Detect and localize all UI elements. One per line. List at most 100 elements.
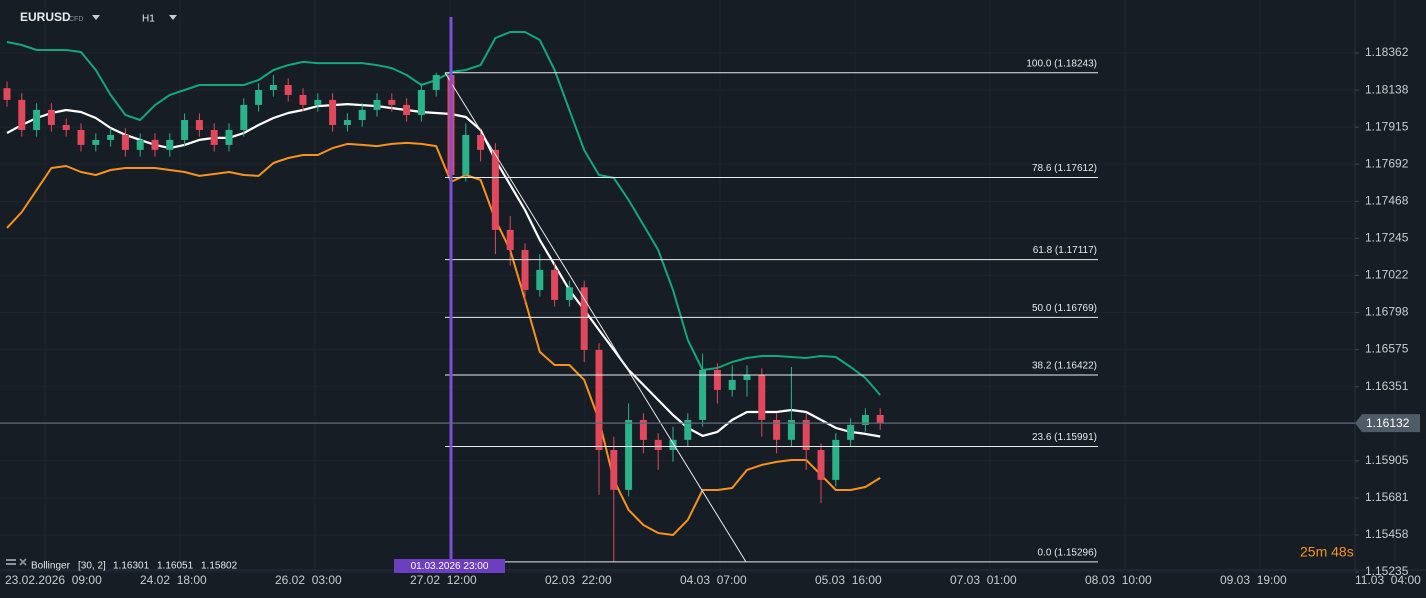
- indicator-name: Bollinger: [31, 561, 71, 572]
- candle-body: [728, 379, 736, 390]
- candle-body: [506, 229, 514, 250]
- symbol-dropdown[interactable]: [92, 15, 100, 20]
- candle-body: [477, 134, 485, 150]
- candle-body: [639, 419, 647, 440]
- timeframe-dropdown[interactable]: [169, 15, 177, 20]
- candle-body: [625, 419, 633, 490]
- candle-body: [18, 99, 26, 130]
- candle-body: [136, 139, 144, 150]
- bollinger-lower: [6, 141, 881, 536]
- candle-body: [758, 374, 766, 420]
- candle-body: [580, 287, 588, 350]
- indicator-middle-value: 1.16051: [157, 561, 194, 572]
- x-tick-label: 07.03 01:00: [950, 573, 1017, 587]
- candle-body: [121, 134, 129, 150]
- y-tick-label: 1.16798: [1365, 305, 1409, 319]
- candle-body: [417, 89, 425, 116]
- candle-body: [166, 139, 174, 150]
- candle-body: [181, 120, 189, 140]
- y-tick-label: 1.17915: [1365, 119, 1409, 133]
- candle-body: [403, 104, 411, 116]
- y-tick-label: 1.17692: [1365, 156, 1409, 170]
- candle-body: [47, 109, 55, 125]
- candle-body: [225, 129, 233, 145]
- last-price-tag: [1355, 414, 1420, 433]
- candle-body: [107, 134, 115, 140]
- x-tick-label: 24.02 18:00: [140, 573, 207, 587]
- candle-body: [787, 419, 795, 440]
- grid: [0, 0, 1395, 572]
- candle-body: [343, 120, 351, 125]
- candle-body: [743, 374, 751, 380]
- instrument-type: CFD: [69, 16, 83, 23]
- indicator-params: [30, 2]: [78, 561, 106, 572]
- candle-body: [654, 439, 662, 450]
- timeframe[interactable]: H1: [142, 14, 155, 25]
- candle-body: [565, 287, 573, 300]
- y-tick-label: 1.18138: [1365, 82, 1409, 96]
- candle-body: [861, 414, 869, 425]
- indicator-settings-icon[interactable]: [6, 559, 16, 561]
- bollinger-upper: [6, 31, 881, 396]
- candle-body: [62, 124, 70, 130]
- candle-body: [269, 84, 277, 90]
- fib-label: 50.0 (1.16769): [1032, 303, 1097, 314]
- candle-body: [240, 104, 248, 130]
- x-tick-label: 26.02 03:00: [275, 573, 342, 587]
- candle-body: [817, 449, 825, 480]
- x-tick-label: 05.03 16:00: [815, 573, 882, 587]
- candle-body: [284, 84, 292, 95]
- y-tick-label: 1.16351: [1365, 379, 1409, 393]
- x-tick-label: 27.02 12:00: [410, 573, 477, 587]
- y-tick-label: 1.17022: [1365, 268, 1409, 282]
- candle-body: [314, 99, 322, 105]
- time-marker-label: 01.03.2026 23:00: [411, 561, 489, 572]
- candle-body: [876, 414, 884, 424]
- fib-label: 100.0 (1.18243): [1026, 58, 1097, 69]
- candle-body: [521, 249, 529, 290]
- y-tick-label: 1.17245: [1365, 231, 1409, 245]
- fib-label: 38.2 (1.16422): [1032, 361, 1097, 372]
- y-tick-label: 1.15681: [1365, 490, 1409, 504]
- candle-body: [299, 94, 307, 105]
- candle-body: [388, 99, 396, 105]
- fib-label: 78.6 (1.17612): [1032, 163, 1097, 174]
- fib-label: 0.0 (1.15296): [1038, 548, 1098, 559]
- y-tick-label: 1.15458: [1365, 527, 1409, 541]
- candle-body: [610, 449, 618, 490]
- plot-area: 100.0 (1.18243) 78.6 (1.17612) 61.8 (1.171…: [0, 17, 1355, 570]
- symbol[interactable]: EURUSD: [20, 10, 71, 24]
- indicator-settings-icon: [6, 563, 16, 565]
- y-tick-label: 1.15235: [1365, 564, 1409, 578]
- fib-trend-line: [444, 72, 747, 563]
- candle-body: [373, 99, 381, 110]
- candle-body: [3, 88, 11, 100]
- candle-body: [255, 89, 263, 105]
- candle-body: [462, 134, 470, 175]
- candle-body: [358, 109, 366, 121]
- x-tick-label: 04.03 07:00: [680, 573, 747, 587]
- indicator-remove-icon[interactable]: [19, 558, 27, 566]
- indicator-legend: Bollinger [30, 2] 1.16301 1.16051 1.1580…: [6, 558, 238, 572]
- time-marker-tag: [394, 559, 505, 573]
- indicator-upper-value: 1.16301: [113, 561, 150, 572]
- candle-countdown: 25m 48s: [1300, 544, 1354, 560]
- indicator-lower-value: 1.15802: [201, 561, 238, 572]
- candle-body: [773, 419, 781, 440]
- candle-body: [491, 149, 499, 230]
- candle-body: [151, 139, 159, 150]
- y-tick-label: 1.17468: [1365, 194, 1409, 208]
- candle-body: [195, 120, 203, 130]
- candle-body: [699, 369, 707, 420]
- candle-body: [92, 139, 100, 145]
- candle-body: [33, 109, 41, 130]
- candle-body: [210, 129, 218, 145]
- candle-body: [802, 419, 810, 450]
- candle-body: [832, 439, 840, 480]
- candle-body: [684, 419, 692, 440]
- x-tick-label: 02.03 22:00: [545, 573, 612, 587]
- fib-label: 23.6 (1.15991): [1032, 432, 1097, 443]
- candle-body: [669, 439, 677, 450]
- x-tick-label: 08.03 10:00: [1085, 573, 1152, 587]
